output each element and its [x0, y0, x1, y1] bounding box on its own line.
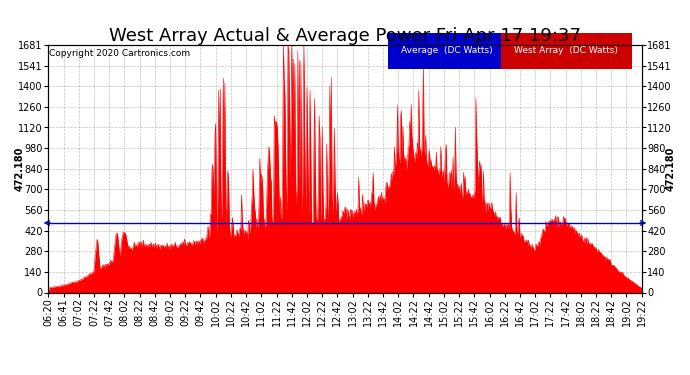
Text: 472.180: 472.180: [665, 147, 676, 191]
Title: West Array Actual & Average Power Fri Apr 17 19:37: West Array Actual & Average Power Fri Ap…: [109, 27, 581, 45]
Text: Average  (DC Watts): Average (DC Watts): [402, 46, 493, 55]
Text: Copyright 2020 Cartronics.com: Copyright 2020 Cartronics.com: [50, 49, 190, 58]
Text: 472.180: 472.180: [14, 147, 25, 191]
Text: West Array  (DC Watts): West Array (DC Watts): [514, 46, 618, 55]
